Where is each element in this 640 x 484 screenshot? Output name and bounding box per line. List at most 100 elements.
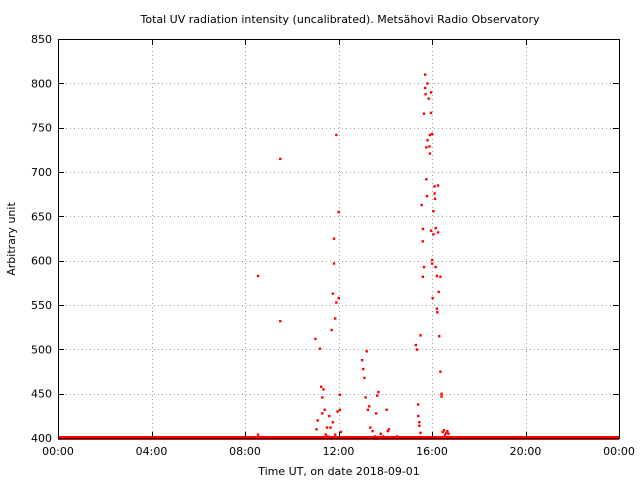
x-tick-label: 00:00 (603, 445, 635, 458)
data-point (425, 178, 428, 181)
data-point (445, 431, 448, 435)
data-point (362, 367, 365, 371)
data-point (429, 229, 433, 232)
data-point (319, 385, 323, 388)
y-tick-label: 700 (31, 166, 52, 179)
x-tick-label: 16:00 (416, 445, 448, 458)
data-point (373, 435, 377, 438)
data-points (256, 73, 450, 439)
data-point (443, 433, 447, 436)
y-tick-label: 550 (31, 299, 52, 312)
data-point (426, 82, 429, 85)
data-point (434, 226, 437, 230)
data-point (440, 395, 443, 398)
data-point (425, 194, 429, 198)
data-point (447, 432, 450, 435)
x-tick-label: 20:00 (510, 445, 542, 458)
data-point (377, 390, 380, 394)
data-point (431, 262, 434, 265)
data-point (369, 426, 372, 429)
data-point (414, 343, 418, 347)
gridlines (58, 39, 619, 438)
data-point (429, 91, 433, 94)
x-tick-label: 00:00 (42, 445, 74, 458)
data-point (431, 258, 434, 262)
data-point (367, 405, 371, 408)
data-point (325, 426, 329, 429)
data-point (421, 275, 425, 279)
data-point (420, 203, 423, 207)
data-point (436, 184, 440, 187)
data-point (437, 290, 440, 294)
data-point (328, 414, 331, 418)
data-point (333, 433, 337, 436)
data-point (431, 296, 434, 300)
data-point (438, 335, 441, 338)
data-point (435, 307, 439, 310)
data-point (385, 408, 388, 412)
data-point (442, 429, 446, 432)
data-point (428, 152, 432, 155)
data-point (433, 192, 436, 195)
y-tick-label: 750 (31, 122, 52, 135)
data-point (434, 265, 437, 269)
data-point (424, 92, 427, 96)
y-tick-label: 800 (31, 77, 52, 90)
data-point (371, 429, 374, 433)
data-point (433, 197, 437, 200)
data-point (429, 111, 433, 114)
data-point (315, 428, 318, 431)
data-point (318, 347, 322, 350)
data-point (324, 433, 328, 436)
data-point (421, 240, 425, 243)
data-point (326, 435, 330, 438)
data-point (337, 296, 340, 300)
data-point (446, 429, 449, 433)
data-point (337, 210, 340, 214)
data-point (365, 350, 368, 353)
data-point (381, 435, 385, 438)
data-point (338, 408, 342, 412)
data-point (432, 233, 435, 236)
data-point (419, 431, 422, 435)
data-point (427, 97, 430, 100)
data-point (330, 328, 333, 332)
data-point (363, 376, 366, 380)
data-point (426, 139, 429, 142)
data-point (374, 412, 378, 415)
data-point (331, 292, 335, 295)
axis-ticks (58, 39, 620, 439)
data-point (405, 436, 408, 439)
data-point (431, 132, 434, 136)
data-point (279, 319, 282, 323)
data-point (432, 210, 435, 213)
data-point (419, 334, 422, 337)
data-point (436, 311, 439, 314)
x-tick-label: 08:00 (229, 445, 261, 458)
y-tick-label: 450 (31, 388, 52, 401)
data-point (256, 433, 260, 436)
data-point (387, 428, 391, 431)
data-point (428, 145, 431, 148)
data-point (439, 275, 442, 279)
y-tick-label: 400 (31, 432, 52, 445)
data-point (323, 408, 326, 412)
x-axis-tick-labels: 00:00 04:00 08:00 12:00 16:00 20:00 00:00 (42, 445, 635, 458)
data-point (422, 265, 426, 269)
y-tick-label: 600 (31, 255, 52, 268)
data-point (440, 392, 443, 396)
data-point (395, 435, 399, 438)
data-point (433, 185, 436, 188)
data-point (418, 424, 421, 427)
data-point (379, 432, 382, 435)
data-point (321, 396, 324, 399)
data-point (316, 419, 319, 422)
data-point (336, 410, 339, 413)
data-point (256, 274, 260, 278)
data-point (422, 112, 426, 115)
data-point (332, 237, 336, 240)
data-point (332, 262, 336, 265)
